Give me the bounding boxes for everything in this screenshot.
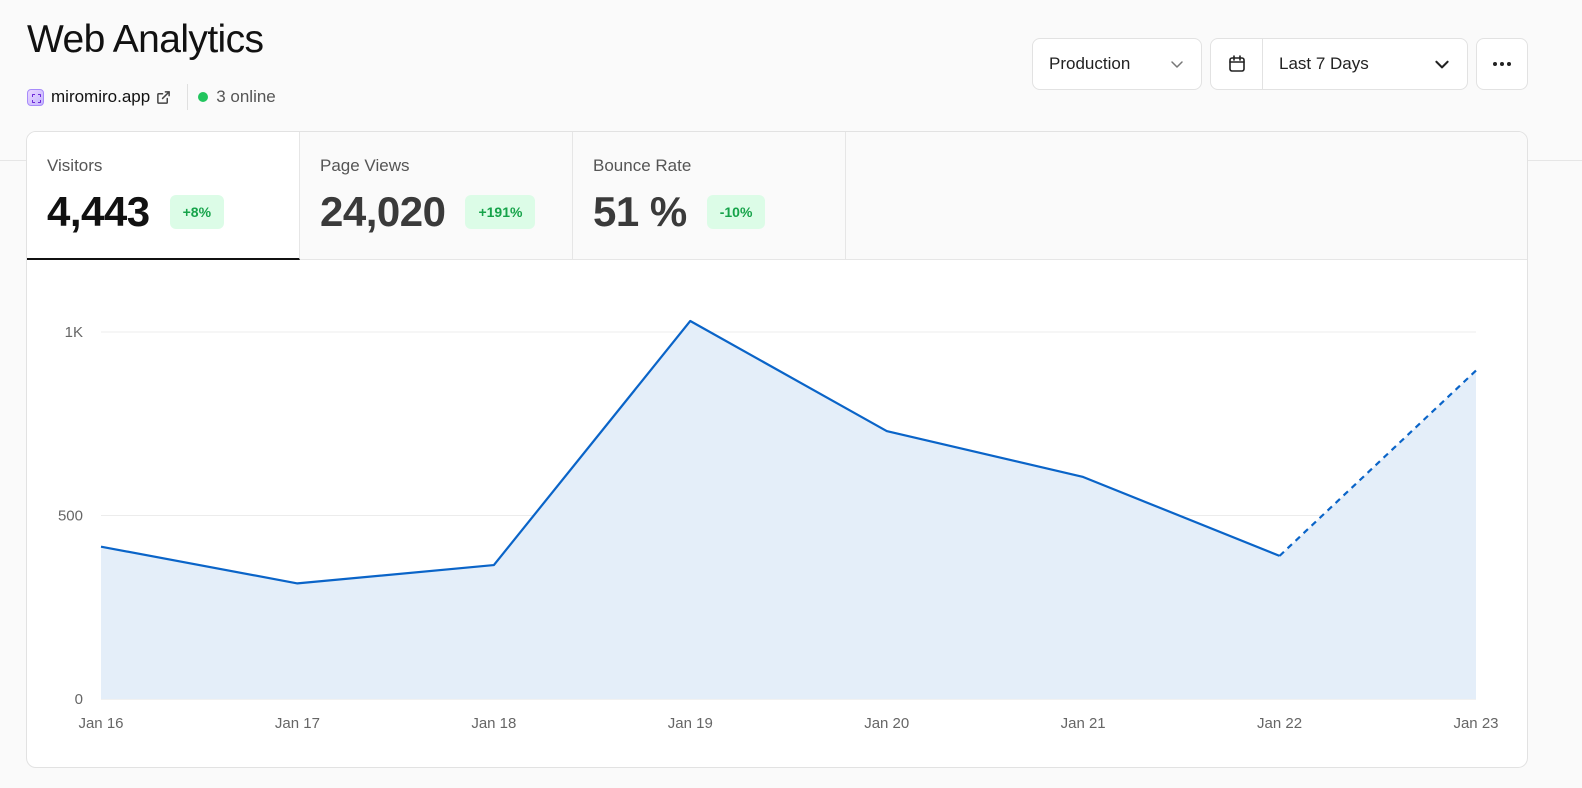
series-area xyxy=(101,320,1476,699)
more-options-button[interactable] xyxy=(1476,38,1528,90)
divider xyxy=(187,84,189,110)
x-tick-label: Jan 19 xyxy=(668,715,713,732)
environment-select-value: Production xyxy=(1049,54,1131,73)
date-range-select[interactable]: Last 7 Days xyxy=(1210,38,1468,90)
tab-page-views[interactable]: Page Views 24,020 +191% xyxy=(300,132,573,260)
analytics-card: Visitors 4,443 +8% Page Views 24,020 +19… xyxy=(26,131,1528,768)
site-name-link[interactable]: miromiro.app xyxy=(51,87,151,106)
environment-select[interactable]: Production xyxy=(1032,38,1202,90)
visitors-chart: 0 500 1K Jan 16 Jan 17 Jan 18 Jan 19 Jan 20 Jan … xyxy=(58,319,1499,732)
metric-value: 24,020 xyxy=(320,188,446,235)
chevron-down-icon xyxy=(1171,61,1183,68)
external-link-icon[interactable] xyxy=(156,90,171,105)
page-title: Web Analytics xyxy=(27,18,264,61)
tab-visitors[interactable]: Visitors 4,443 +8% xyxy=(27,132,300,260)
site-favicon-icon xyxy=(27,88,44,106)
metric-label: Visitors xyxy=(47,156,103,175)
y-tick-label: 500 xyxy=(58,508,83,525)
online-count: 3 online xyxy=(216,87,276,106)
metric-value: 51 % xyxy=(593,188,687,235)
x-tick-label: Jan 20 xyxy=(864,715,909,732)
x-tick-label: Jan 21 xyxy=(1061,715,1106,732)
x-tick-label: Jan 18 xyxy=(471,715,516,732)
series-line-projected xyxy=(1278,369,1477,557)
x-tick-label: Jan 16 xyxy=(78,715,123,732)
calendar-button[interactable] xyxy=(1211,39,1263,89)
chevron-down-icon xyxy=(1435,60,1449,69)
metric-label: Bounce Rate xyxy=(593,156,692,175)
metric-label: Page Views xyxy=(320,156,410,175)
date-range-value: Last 7 Days xyxy=(1279,54,1369,73)
y-tick-label: 0 xyxy=(75,691,83,708)
x-tick-label: Jan 23 xyxy=(1453,715,1498,732)
tab-bounce-rate[interactable]: Bounce Rate 51 % -10% xyxy=(573,132,846,260)
change-badge: +191% xyxy=(465,195,536,229)
change-badge: -10% xyxy=(706,195,766,229)
calendar-icon xyxy=(1228,55,1245,72)
y-tick-label: 1K xyxy=(65,324,83,341)
metric-value: 4,443 xyxy=(47,188,150,235)
change-badge: +8% xyxy=(169,195,225,229)
site-info: miromiro.app 3 online xyxy=(27,84,276,110)
x-tick-label: Jan 17 xyxy=(275,715,320,732)
online-status-dot xyxy=(198,92,209,102)
metric-tabs: Visitors 4,443 +8% Page Views 24,020 +19… xyxy=(27,132,1527,260)
more-horizontal-icon xyxy=(1493,62,1511,66)
x-tick-label: Jan 22 xyxy=(1257,715,1302,732)
